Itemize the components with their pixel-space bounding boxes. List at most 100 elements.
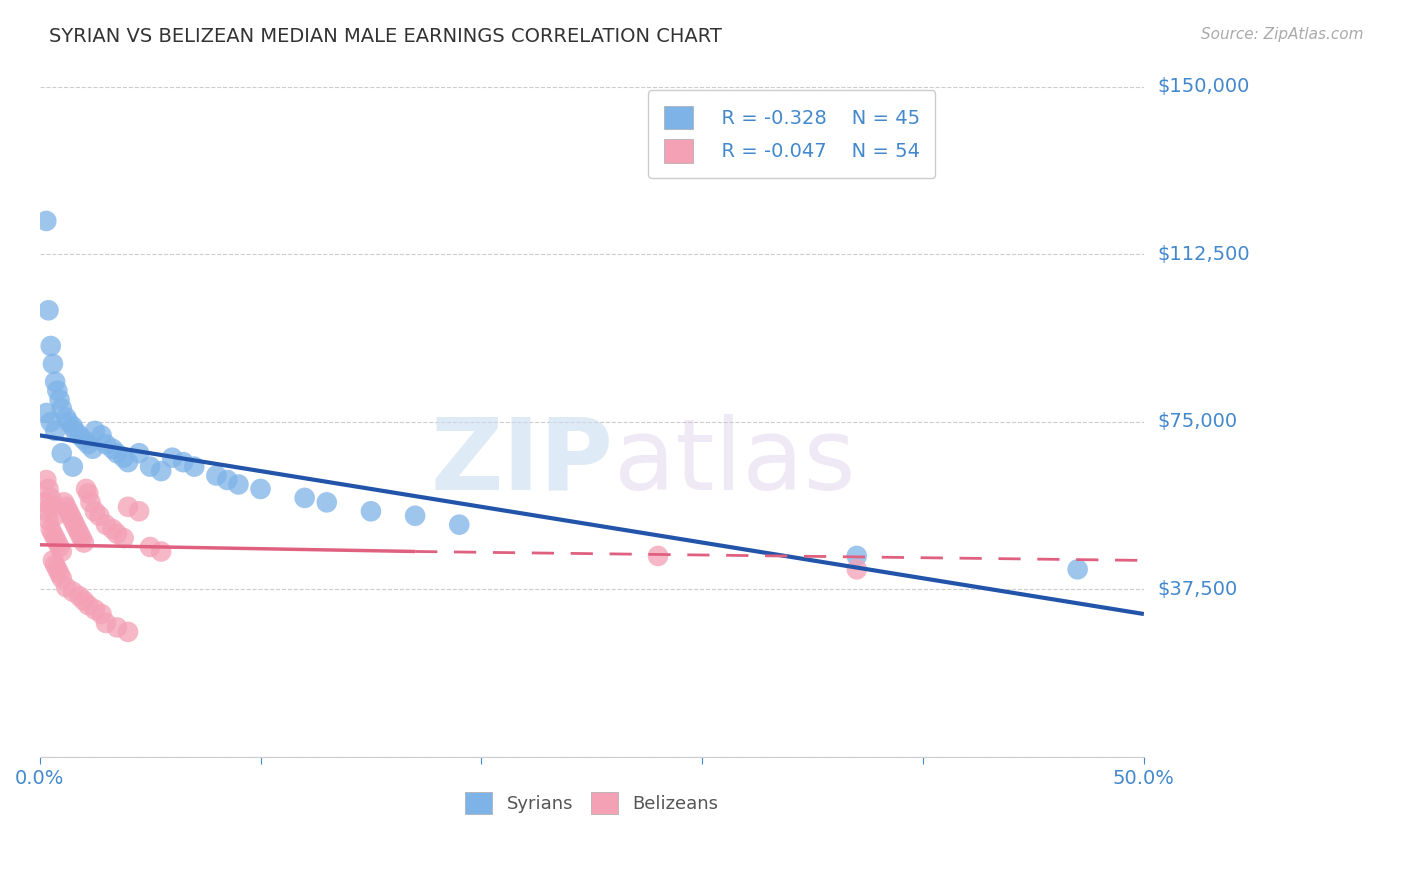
Point	[39, 491, 62, 505]
Point	[42, 526, 65, 541]
Point	[112, 450, 135, 465]
Point	[63, 424, 86, 438]
Point	[83, 424, 105, 438]
Point	[139, 540, 162, 554]
Point	[39, 415, 62, 429]
Point	[294, 491, 316, 505]
Point	[35, 214, 58, 228]
Point	[77, 598, 100, 612]
Point	[44, 558, 66, 572]
Point	[94, 517, 117, 532]
Point	[46, 562, 69, 576]
Point	[128, 504, 150, 518]
Point	[55, 410, 77, 425]
Point	[38, 513, 60, 527]
Text: atlas: atlas	[614, 414, 855, 510]
Point	[172, 455, 194, 469]
Point	[42, 357, 65, 371]
Point	[112, 531, 135, 545]
Point	[449, 517, 471, 532]
Text: ZIP: ZIP	[432, 414, 614, 510]
Point	[1066, 562, 1088, 576]
Point	[83, 504, 105, 518]
Text: $150,000: $150,000	[1157, 78, 1250, 96]
Point	[38, 482, 60, 496]
Point	[77, 437, 100, 451]
Point	[48, 540, 70, 554]
Point	[32, 495, 55, 509]
Point	[94, 437, 117, 451]
Point	[35, 406, 58, 420]
Point	[845, 549, 868, 563]
Point	[647, 549, 669, 563]
Point	[58, 504, 80, 518]
Point	[62, 459, 84, 474]
Point	[55, 580, 77, 594]
Point	[63, 517, 86, 532]
Point	[62, 584, 84, 599]
Point	[53, 495, 76, 509]
Point	[35, 473, 58, 487]
Point	[51, 571, 73, 585]
Text: Source: ZipAtlas.com: Source: ZipAtlas.com	[1201, 27, 1364, 42]
Point	[105, 620, 128, 634]
Point	[67, 428, 90, 442]
Point	[44, 531, 66, 545]
Point	[90, 428, 112, 442]
Text: SYRIAN VS BELIZEAN MEDIAN MALE EARNINGS CORRELATION CHART: SYRIAN VS BELIZEAN MEDIAN MALE EARNINGS …	[49, 27, 723, 45]
Point	[62, 513, 84, 527]
Point	[59, 508, 82, 523]
Point	[79, 495, 101, 509]
Point	[48, 566, 70, 581]
Point	[38, 303, 60, 318]
Point	[55, 500, 77, 514]
Point	[44, 375, 66, 389]
Point	[51, 446, 73, 460]
Point	[77, 486, 100, 500]
Point	[39, 339, 62, 353]
Point	[105, 526, 128, 541]
Point	[89, 508, 111, 523]
Point	[845, 562, 868, 576]
Point	[39, 522, 62, 536]
Point	[46, 535, 69, 549]
Legend: Syrians, Belizeans: Syrians, Belizeans	[458, 785, 725, 822]
Point	[73, 535, 96, 549]
Point	[51, 401, 73, 416]
Point	[360, 504, 382, 518]
Point	[70, 531, 93, 545]
Point	[205, 468, 228, 483]
Point	[139, 459, 162, 474]
Point	[101, 442, 124, 456]
Text: $75,000: $75,000	[1157, 412, 1237, 432]
Point	[249, 482, 271, 496]
Point	[94, 615, 117, 630]
Point	[105, 446, 128, 460]
Point	[101, 522, 124, 536]
Point	[73, 433, 96, 447]
Point	[404, 508, 426, 523]
Point	[35, 504, 58, 518]
Point	[42, 500, 65, 514]
Point	[44, 508, 66, 523]
Point	[48, 392, 70, 407]
Point	[67, 526, 90, 541]
Point	[46, 384, 69, 398]
Point	[42, 553, 65, 567]
Point	[117, 500, 139, 514]
Point	[58, 415, 80, 429]
Point	[117, 624, 139, 639]
Point	[183, 459, 205, 474]
Point	[128, 446, 150, 460]
Point	[228, 477, 250, 491]
Point	[82, 442, 104, 456]
Point	[73, 593, 96, 607]
Point	[83, 602, 105, 616]
Point	[51, 544, 73, 558]
Point	[150, 544, 173, 558]
Point	[75, 482, 97, 496]
Point	[117, 455, 139, 469]
Point	[217, 473, 239, 487]
Point	[90, 607, 112, 621]
Point	[67, 589, 90, 603]
